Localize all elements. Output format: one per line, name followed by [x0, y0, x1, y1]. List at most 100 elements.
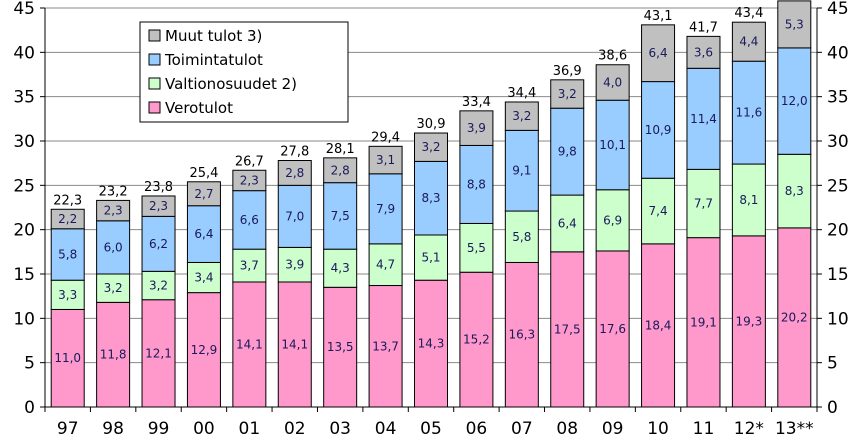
bar-segment	[414, 279, 448, 408]
data-label: 6,6	[240, 213, 259, 227]
data-label: 5,8	[58, 247, 77, 261]
bar-segment	[414, 234, 448, 281]
y-tick-label-right: 45	[827, 0, 849, 19]
y-tick-label-right: 40	[827, 43, 849, 63]
x-tick-label: 07	[511, 419, 533, 438]
data-label: 14,1	[281, 337, 308, 351]
data-label: 15,2	[463, 333, 490, 347]
data-label: 3,2	[558, 87, 577, 101]
data-label: 11,0	[54, 351, 81, 365]
bar-segment	[504, 101, 539, 131]
data-label: 17,5	[554, 322, 581, 336]
legend-swatch	[148, 101, 161, 114]
data-label: 6,9	[603, 213, 622, 227]
x-tick-label: 12*	[734, 419, 764, 438]
data-label: 3,6	[694, 45, 713, 59]
legend-entry: Toimintatulot	[164, 51, 263, 69]
bar-segment	[186, 181, 221, 207]
data-label: 11,8	[100, 348, 127, 362]
data-label: 5,1	[421, 251, 440, 265]
data-label: 7,7	[694, 197, 713, 211]
x-tick-label: 11	[693, 419, 715, 438]
y-tick-label-left: 15	[13, 265, 35, 285]
bar-segment	[141, 195, 176, 217]
bar-segment	[504, 129, 539, 212]
total-label: 38,6	[598, 49, 627, 64]
data-label: 6,2	[149, 237, 168, 251]
data-label: 7,4	[649, 204, 668, 218]
data-label: 6,4	[194, 227, 213, 241]
bar-segment	[323, 157, 358, 184]
bar-segment	[459, 144, 494, 224]
data-label: 12,1	[145, 346, 172, 360]
data-label: 4,7	[376, 258, 395, 272]
data-label: 8,8	[467, 177, 486, 191]
data-label: 5,5	[467, 241, 486, 255]
data-label: 3,4	[194, 271, 213, 285]
right-axis-ticks: 0 5 10 15 20 25 30 35 40 45	[827, 0, 849, 418]
axes	[40, 7, 822, 412]
bar-segment	[186, 292, 221, 408]
bar-segment	[96, 273, 131, 303]
bar-segment	[595, 99, 630, 191]
total-label: 43,4	[734, 6, 763, 21]
x-tick-label: 97	[57, 419, 79, 438]
data-label: 13,7	[372, 339, 399, 353]
data-label: 2,8	[285, 166, 304, 180]
x-tick-label: 98	[102, 419, 124, 438]
legend-entry: Verotulot	[165, 99, 233, 117]
data-label: 7,9	[376, 202, 395, 216]
left-axis-ticks: 0 5 10 15 20 25 30 35 40 45	[13, 0, 35, 418]
total-label: 29,4	[371, 130, 400, 145]
legend: Muut tulot 3) Toimintatulot Valtionosuudet…	[139, 21, 349, 123]
bar-segment	[459, 271, 494, 408]
data-label: 11,4	[690, 112, 717, 126]
x-tick-label: 13**	[775, 419, 814, 438]
total-label: 36,9	[553, 64, 582, 79]
data-label: 12,9	[191, 343, 218, 357]
y-tick-label-left: 35	[13, 88, 35, 108]
data-label: 3,7	[240, 259, 259, 273]
data-label: 19,3	[736, 314, 763, 328]
x-tick-label: 10	[647, 419, 669, 438]
data-label: 8,3	[785, 184, 804, 198]
bar-segment	[232, 190, 267, 250]
y-tick-label-right: 5	[827, 354, 838, 374]
bar-segment	[550, 79, 585, 109]
bar-segment	[731, 21, 766, 62]
data-label: 3,9	[285, 258, 304, 272]
bar-segment	[141, 299, 176, 408]
y-tick-label-left: 25	[13, 176, 35, 196]
y-tick-label-right: 0	[827, 398, 838, 418]
y-tick-label-left: 45	[13, 0, 35, 19]
total-label: 25,4	[189, 166, 218, 181]
data-label: 4,0	[603, 75, 622, 89]
y-tick-label-right: 35	[827, 88, 849, 108]
bar-segment	[50, 279, 85, 310]
bar-segment	[777, 47, 812, 155]
total-label: 30,9	[417, 117, 446, 132]
y-tick-label-right: 20	[827, 221, 849, 241]
bar-segment	[459, 110, 494, 146]
bar-segment	[504, 261, 539, 408]
bar-segment	[595, 189, 630, 252]
data-label: 5,3	[785, 17, 804, 31]
total-label: 23,8	[144, 180, 173, 195]
bar-segment	[641, 81, 676, 179]
data-label: 7,5	[331, 209, 350, 223]
data-label: 4,3	[331, 261, 350, 275]
data-label: 2,8	[331, 163, 350, 177]
data-label: 3,1	[376, 153, 395, 167]
x-tick-label: 05	[420, 419, 442, 438]
x-tick-label: 01	[239, 419, 261, 438]
legend-entry: Muut tulot 3)	[165, 27, 262, 45]
data-label: 6,4	[558, 216, 577, 230]
bar-segment	[368, 173, 403, 245]
y-tick-label-right: 15	[827, 265, 849, 285]
total-label: 33,4	[462, 95, 491, 110]
y-tick-label-right: 25	[827, 176, 849, 196]
bar-segment	[777, 153, 812, 229]
bar-segment	[96, 301, 131, 408]
bar-segment	[414, 132, 448, 162]
data-label: 20,2	[781, 310, 808, 324]
